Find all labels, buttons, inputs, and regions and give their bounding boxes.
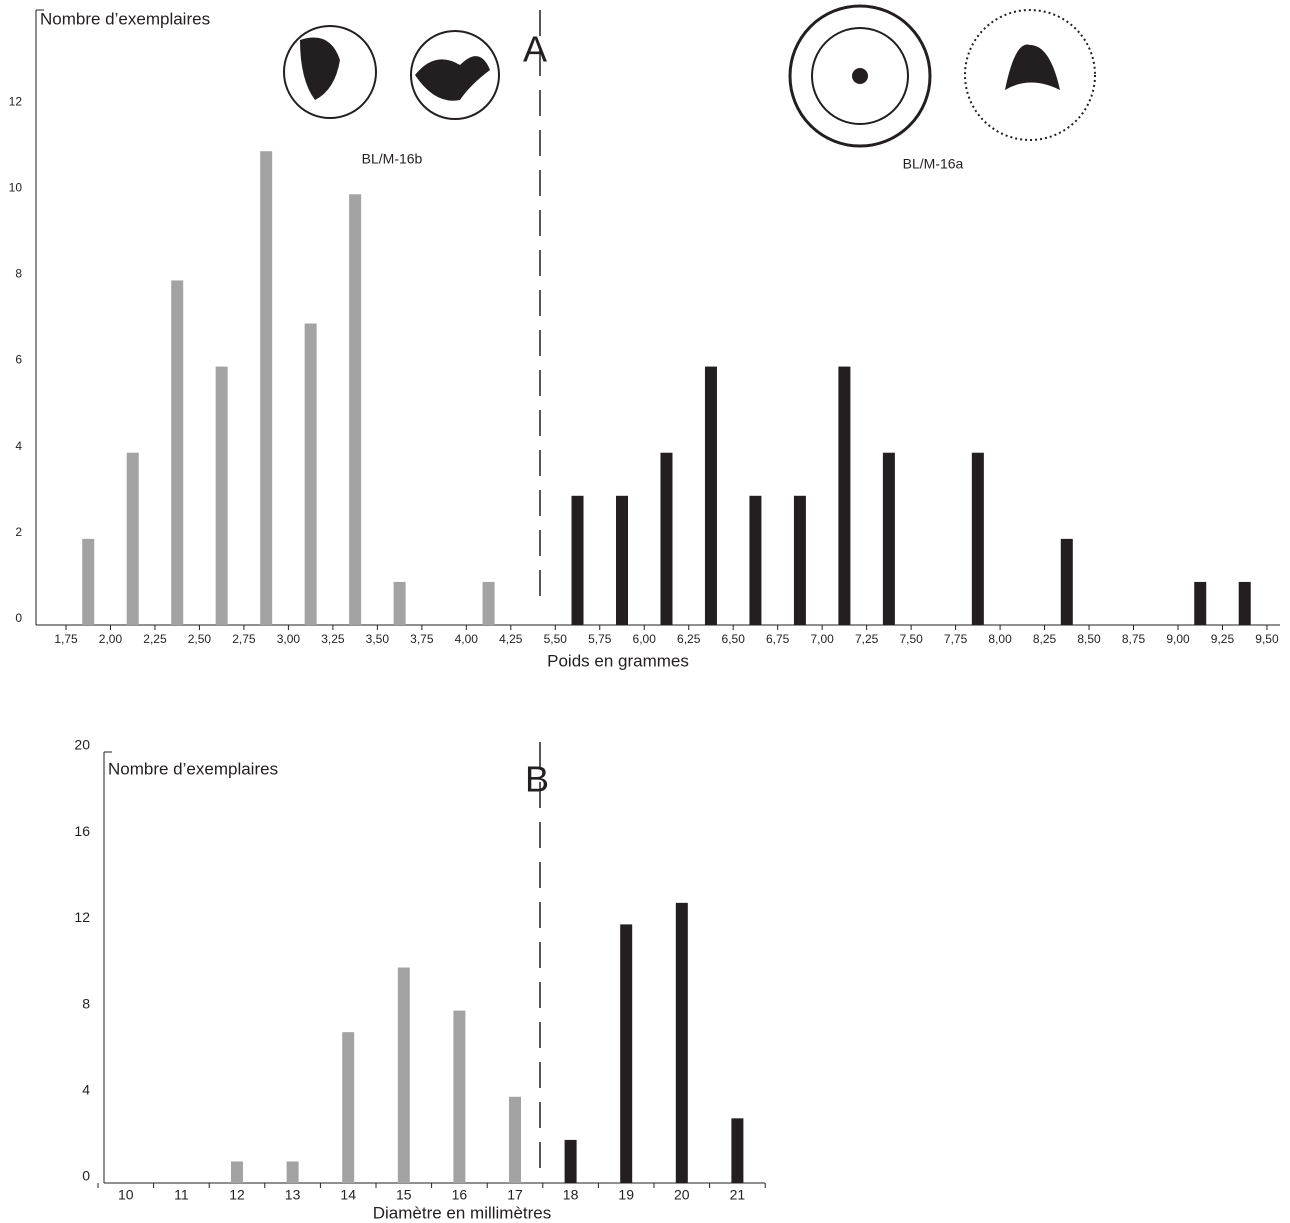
bar [342,1032,355,1183]
x-tick-label: 16 [452,1187,468,1203]
x-tick-label: 8,75 [1122,632,1146,646]
x-tick-label: 11 [174,1187,189,1203]
annotation: A [523,29,547,70]
x-tick-label: 7,00 [810,632,834,646]
bar [215,366,228,625]
series-label: BL/M-16a [903,156,964,172]
y-axis-label: Nombre d’exemplaires [108,759,278,778]
bar [620,924,633,1183]
x-tick-label: 18 [563,1187,579,1203]
x-tick-label: 7,25 [855,632,879,646]
x-tick-label: 6,50 [722,632,746,646]
x-axis-label: Diamètre en millimètres [373,1203,552,1222]
bar [675,902,688,1183]
x-axis-label: Poids en grammes [547,651,689,670]
x-tick-label: 8,25 [1033,632,1057,646]
bar [564,1139,577,1183]
x-tick-label: 4,25 [499,632,523,646]
y-tick-label: 0 [15,611,22,625]
x-tick-label: 7,75 [944,632,968,646]
bar [171,280,184,625]
y-axis-label: Nombre d’exemplaires [40,9,210,28]
y-tick-label: 4 [82,1082,90,1098]
x-tick-label: 3,50 [366,632,390,646]
x-tick-label: 9,50 [1255,632,1279,646]
coin-motif [415,56,490,101]
bar [231,1161,243,1183]
x-tick-label: 8,00 [988,632,1012,646]
x-tick-label: 5,50 [544,632,568,646]
x-tick-label: 7,50 [899,632,923,646]
bar [260,151,273,625]
y-tick-label: 20 [74,737,90,753]
bar [397,967,410,1183]
coin-motif [852,68,868,84]
y-tick-label: 2 [15,525,22,539]
x-tick-label: 8,50 [1077,632,1101,646]
x-tick-label: 2,00 [99,632,123,646]
x-tick-label: 21 [730,1187,746,1203]
bar [82,538,95,625]
coin-images [283,4,1096,148]
bar [660,452,673,625]
y-tick-label: 16 [74,823,90,839]
series-label: BL/M-16b [362,151,423,167]
x-tick-label: 19 [618,1187,634,1203]
x-tick-label: 4,00 [455,632,479,646]
x-tick-label: 3,00 [277,632,301,646]
bar [1238,581,1251,625]
x-tick-label: 3,25 [321,632,345,646]
coin-motif [1005,44,1060,90]
x-tick-label: 3,75 [410,632,434,646]
x-tick-label: 6,75 [766,632,790,646]
x-tick-label: 1,75 [54,632,78,646]
y-tick-label: 12 [74,909,90,925]
x-tick-label: 2,25 [143,632,167,646]
bar [704,366,717,625]
bar [731,1118,744,1183]
bar [749,495,762,625]
y-tick-label: 4 [15,439,22,453]
x-tick-label: 2,50 [188,632,212,646]
x-tick-label: 9,00 [1166,632,1190,646]
bar [304,323,317,625]
x-tick-label: 20 [674,1187,690,1203]
x-tick-label: 15 [396,1187,412,1203]
bar [509,1096,521,1183]
annotation: B [525,759,549,800]
bar [393,581,406,625]
x-tick-label: 2,75 [232,632,256,646]
bar [453,1010,466,1183]
bar [838,366,851,625]
bar [482,581,495,625]
x-tick-label: 17 [507,1187,523,1203]
y-tick-label: 12 [9,94,23,108]
x-tick-label: 10 [118,1187,134,1203]
coin-motif [300,37,340,100]
bar [1194,581,1207,625]
bar [349,194,362,626]
x-tick-label: 12 [229,1187,245,1203]
bar [286,1161,299,1183]
bar [126,452,139,625]
y-tick-label: 8 [15,267,22,281]
bar [1060,538,1073,625]
x-tick-label: 6,00 [633,632,657,646]
y-tick-label: 8 [82,995,90,1011]
y-tick-label: 0 [82,1168,90,1184]
bar [971,452,984,625]
bar [882,452,895,625]
x-tick-label: 13 [285,1187,301,1203]
bar [616,495,628,625]
x-tick-label: 6,25 [677,632,701,646]
bar [793,495,806,625]
x-tick-label: 9,25 [1211,632,1235,646]
y-tick-label: 6 [15,353,22,367]
y-tick-label: 10 [9,180,23,194]
x-tick-label: 14 [340,1187,356,1203]
bar [571,495,584,625]
x-tick-label: 5,75 [588,632,612,646]
